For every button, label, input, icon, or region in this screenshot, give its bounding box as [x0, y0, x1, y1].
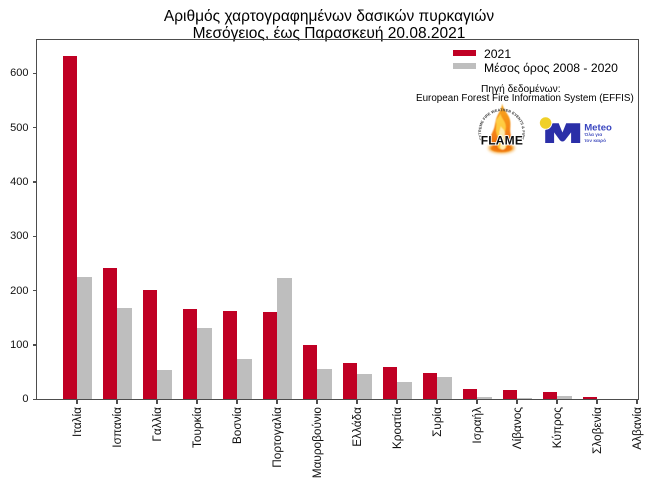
svg-text:τον καιρό: τον καιρό: [584, 138, 606, 144]
svg-text:FLAME: FLAME: [481, 134, 523, 148]
svg-text:Meteo: Meteo: [584, 122, 612, 133]
svg-text:Όλα για: Όλα για: [583, 132, 602, 138]
